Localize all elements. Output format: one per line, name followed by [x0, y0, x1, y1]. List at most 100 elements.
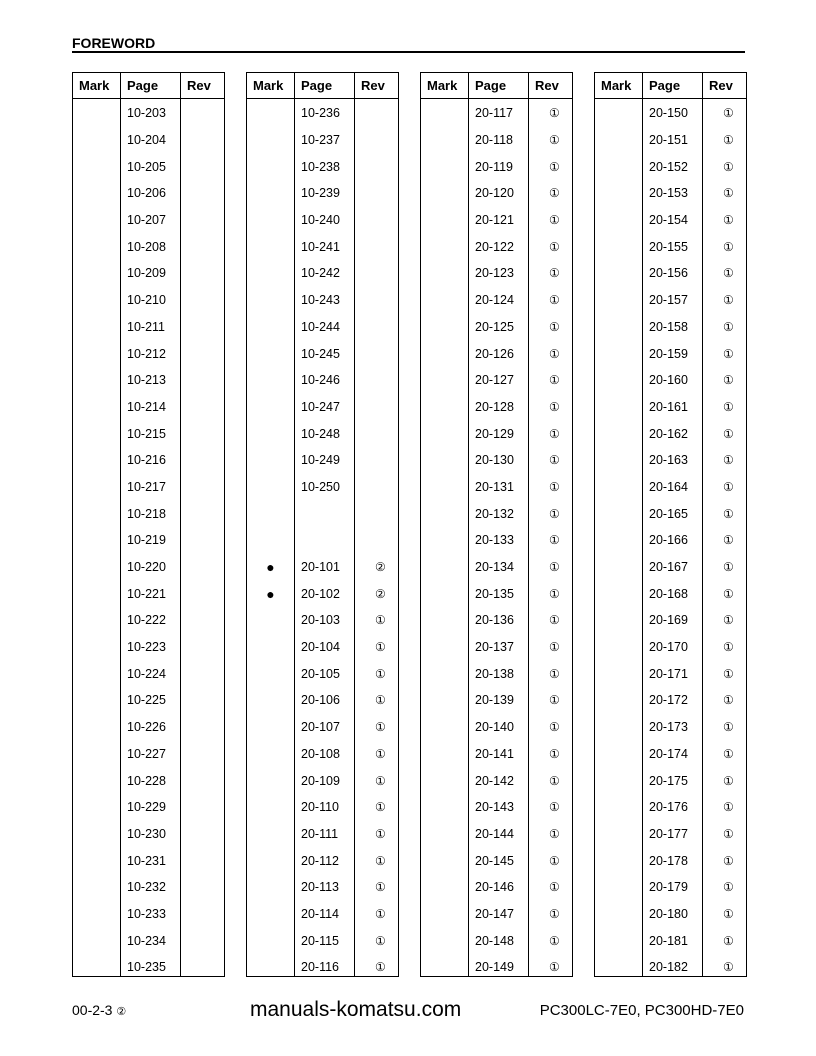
cell-rev: ①	[723, 666, 734, 681]
cell-rev	[181, 714, 224, 741]
cell-rev	[181, 607, 224, 634]
cell-mark	[247, 207, 294, 234]
cell-page: 20-102	[301, 586, 340, 601]
cell-page: 20-132	[475, 506, 514, 521]
cell-page: 20-104	[301, 640, 340, 655]
title-rule	[72, 51, 745, 53]
cell-rev: ①	[723, 266, 734, 281]
cell-rev	[181, 207, 224, 234]
cell-mark	[73, 901, 120, 928]
column-mark	[421, 98, 469, 976]
cell-rev: ①	[723, 479, 734, 494]
cell-rev: ①	[723, 213, 734, 228]
cell-page: 20-136	[475, 613, 514, 628]
cell-rev	[181, 314, 224, 341]
cell-page: 10-243	[301, 293, 340, 308]
cell-rev	[181, 687, 224, 714]
cell-rev: ①	[549, 346, 560, 361]
cell-rev: ①	[723, 960, 734, 975]
cell-mark	[421, 314, 468, 341]
cell-page: 20-112	[301, 853, 339, 868]
cell-page: 20-111	[301, 826, 339, 841]
cell-mark	[595, 180, 642, 207]
cell-mark	[73, 233, 120, 260]
cell-mark	[595, 607, 642, 634]
cell-page: 20-167	[649, 560, 688, 575]
cell-rev	[181, 847, 224, 874]
revision-table: Mark Page Rev ● ● 10-236 10-237 10-238 10-239 10-…	[246, 72, 399, 977]
cell-page: 20-115	[301, 933, 339, 948]
cell-mark	[247, 153, 294, 180]
cell-rev: ①	[375, 693, 386, 708]
cell-mark	[595, 127, 642, 154]
cell-page: 10-226	[127, 720, 166, 735]
cell-rev	[181, 100, 224, 127]
cell-rev	[355, 527, 398, 554]
column-mark	[73, 98, 121, 976]
cell-rev: ①	[723, 239, 734, 254]
cell-page: 10-234	[127, 933, 166, 948]
cell-page: 10-221	[127, 586, 166, 601]
header-rev: Rev	[709, 78, 733, 93]
cell-mark	[247, 260, 294, 287]
cell-rev	[181, 927, 224, 954]
cell-page: 10-213	[127, 373, 166, 388]
table-body: 10-203 10-204 10-205 10-206 10-207 10-208 10-2…	[73, 98, 224, 976]
cell-page: 20-164	[649, 479, 688, 494]
cell-page: 10-211	[127, 319, 165, 334]
cell-page: 20-181	[649, 933, 688, 948]
cell-rev	[181, 287, 224, 314]
cell-page: 10-212	[127, 346, 166, 361]
table-body: ● ● 10-236 10-237 10-238 10-239 10-240 10-241 10…	[247, 98, 398, 976]
cell-rev	[181, 901, 224, 928]
cell-mark	[73, 580, 120, 607]
table-header: Mark Page Rev	[595, 73, 746, 99]
revision-table: Mark Page Rev 10-203 10-204 10-205 10-206 10-20…	[72, 72, 225, 977]
cell-rev	[355, 447, 398, 474]
column-page: 20-117 20-118 20-119 20-120 20-121 20-122 20-1…	[469, 98, 529, 976]
cell-rev	[181, 954, 224, 981]
cell-rev: ①	[723, 826, 734, 841]
cell-page: 20-178	[649, 853, 688, 868]
cell-mark	[421, 634, 468, 661]
cell-mark	[421, 500, 468, 527]
cell-mark	[421, 340, 468, 367]
cell-mark	[595, 874, 642, 901]
cell-rev	[355, 314, 398, 341]
cell-mark	[595, 634, 642, 661]
cell-mark	[247, 367, 294, 394]
cell-rev: ①	[375, 826, 386, 841]
cell-page: 10-249	[301, 453, 340, 468]
cell-page: 20-109	[301, 773, 340, 788]
cell-rev: ①	[549, 613, 560, 628]
cell-rev: ①	[375, 960, 386, 975]
cell-page: 20-129	[475, 426, 514, 441]
cell-rev: ①	[375, 613, 386, 628]
cell-mark	[73, 821, 120, 848]
cell-page: 20-135	[475, 586, 514, 601]
revision-mark: ②	[116, 1006, 127, 1018]
header-page: Page	[643, 73, 703, 98]
cell-rev: ①	[549, 746, 560, 761]
cell-page: 10-250	[301, 479, 340, 494]
section-title: FOREWORD	[72, 35, 156, 51]
cell-rev	[355, 100, 398, 127]
cell-rev: ①	[549, 186, 560, 201]
cell-mark	[247, 500, 294, 527]
cell-page: 10-208	[127, 239, 166, 254]
cell-rev: ①	[549, 159, 560, 174]
cell-mark	[73, 207, 120, 234]
cell-page: 20-155	[649, 239, 688, 254]
cell-page: 10-205	[127, 159, 166, 174]
cell-page: 10-204	[127, 133, 166, 148]
cell-rev: ①	[723, 613, 734, 628]
cell-mark	[247, 394, 294, 421]
cell-mark	[421, 847, 468, 874]
cell-rev	[181, 794, 224, 821]
cell-page: 20-110	[301, 800, 339, 815]
cell-page: 20-120	[475, 186, 514, 201]
cell-page: 10-232	[127, 880, 166, 895]
cell-page: 20-105	[301, 666, 340, 681]
cell-page: 20-173	[649, 720, 688, 735]
